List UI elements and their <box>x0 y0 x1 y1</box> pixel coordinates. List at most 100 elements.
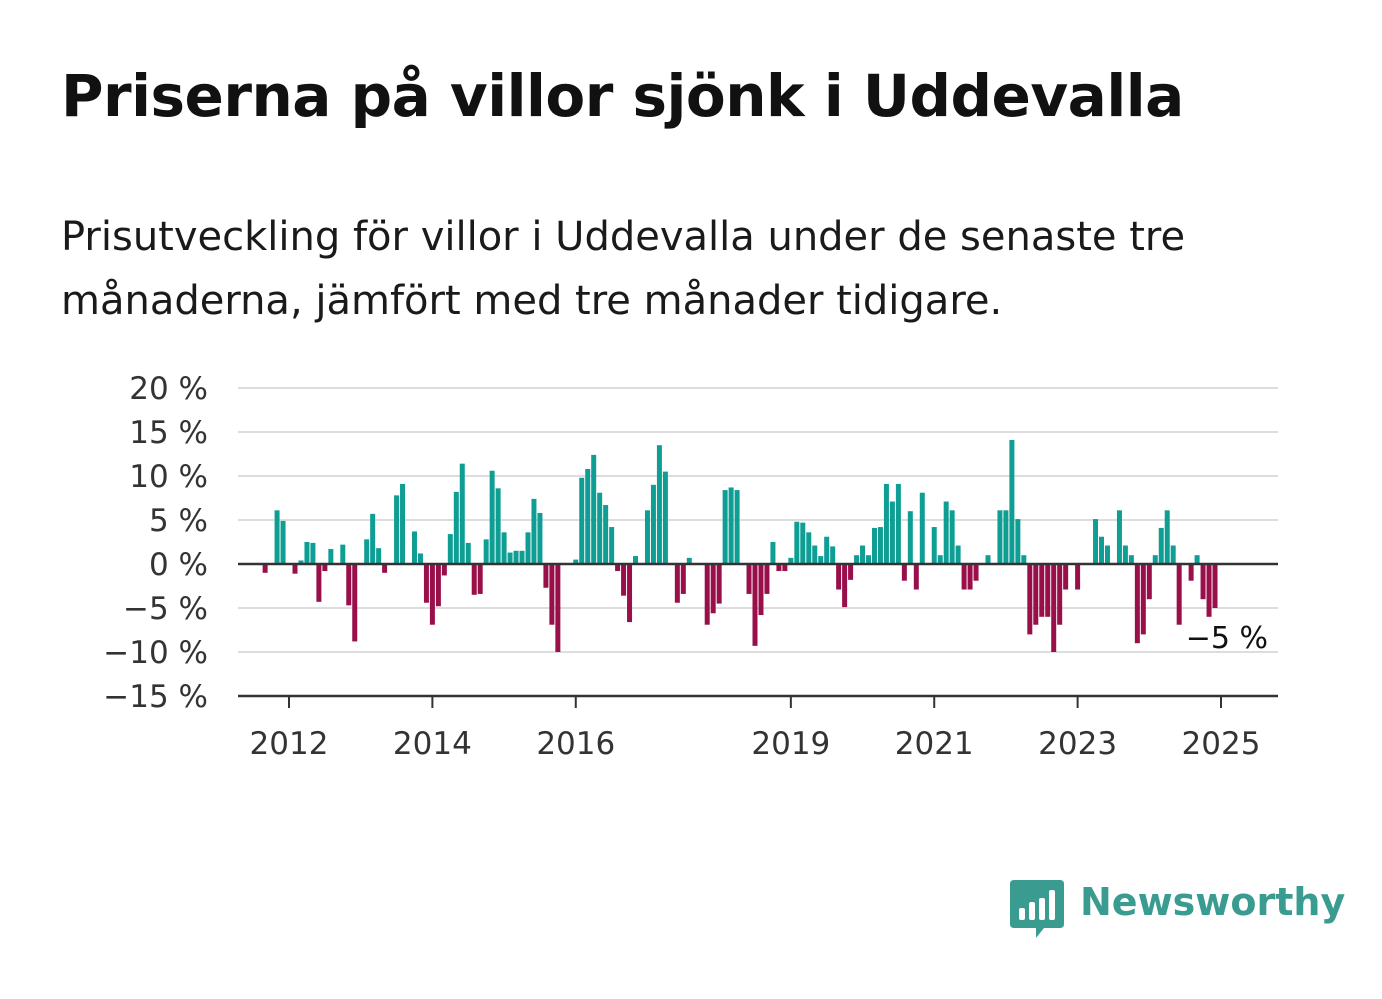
bar <box>788 557 794 564</box>
bar <box>848 564 854 580</box>
bar <box>543 564 549 588</box>
bar <box>298 560 304 564</box>
bar <box>973 564 979 581</box>
bar <box>1134 564 1140 644</box>
bar <box>489 470 495 564</box>
bar <box>633 556 639 564</box>
bar <box>411 531 417 564</box>
bar <box>579 477 585 564</box>
bar <box>1045 564 1051 617</box>
bar <box>1057 564 1063 625</box>
x-axis-tick-labels: 2012 2014 2016 2019 2021 2023 2025 <box>250 696 1261 762</box>
bar <box>346 564 352 606</box>
bar <box>1039 564 1045 617</box>
bar <box>854 555 860 564</box>
bar <box>1009 439 1015 564</box>
gridlines <box>238 387 1278 653</box>
bar <box>453 491 459 564</box>
y-tick-label: 0 % <box>149 547 208 583</box>
bar <box>1176 564 1182 625</box>
bar <box>603 505 609 564</box>
bar <box>1104 545 1110 564</box>
bar <box>274 510 280 564</box>
bar <box>776 564 782 572</box>
bar <box>1194 555 1200 564</box>
bar <box>328 549 334 564</box>
x-tick-label: 2025 <box>1182 726 1261 762</box>
bar <box>722 490 728 564</box>
bar <box>812 545 818 564</box>
x-tick-label: 2021 <box>895 726 974 762</box>
bar <box>597 492 603 564</box>
x-tick-label: 2019 <box>751 726 830 762</box>
bar <box>1170 545 1176 564</box>
bar <box>441 564 447 576</box>
bar <box>1122 545 1128 564</box>
y-tick-label: 20 % <box>129 371 208 407</box>
bar <box>764 564 770 594</box>
bar <box>549 564 555 625</box>
bar <box>310 542 316 564</box>
bar <box>465 542 471 564</box>
bar <box>919 492 925 564</box>
bar <box>262 564 268 573</box>
bar <box>477 564 483 594</box>
last-value-annotation: −5 % <box>1186 621 1268 656</box>
bar <box>1188 564 1194 581</box>
bar <box>364 539 370 564</box>
bar <box>931 527 937 564</box>
bar <box>1063 564 1069 590</box>
bar <box>435 564 441 607</box>
bar <box>949 510 955 564</box>
bar <box>842 564 848 608</box>
bar <box>322 564 328 572</box>
y-tick-label: 10 % <box>129 459 208 495</box>
bar <box>656 445 662 564</box>
bar <box>585 468 591 564</box>
bar <box>860 545 866 564</box>
bar <box>806 532 812 564</box>
bar <box>901 564 907 581</box>
bar <box>1015 519 1021 564</box>
bar <box>1200 564 1206 600</box>
brand-logo: Newsworthy <box>1010 878 1345 942</box>
bar <box>800 522 806 564</box>
bar <box>621 564 627 596</box>
bar <box>883 483 889 564</box>
bar <box>650 484 656 564</box>
bar <box>304 542 310 564</box>
bar-chart: −15 %−10 %−5 %0 %5 %10 %15 %20 % 2012 201… <box>103 371 1278 762</box>
bar <box>376 548 382 564</box>
bar <box>615 564 621 572</box>
bar <box>370 513 376 564</box>
axes <box>238 562 1278 698</box>
bar <box>1033 564 1039 625</box>
bar <box>1140 564 1146 635</box>
bars <box>262 439 1218 652</box>
bar <box>394 495 400 564</box>
bar <box>680 564 686 594</box>
bar <box>746 564 752 594</box>
x-tick-label: 2014 <box>393 726 472 762</box>
bar <box>483 539 489 564</box>
bar <box>704 564 710 625</box>
bar <box>1146 564 1152 600</box>
bar <box>591 454 597 564</box>
bar <box>519 550 525 564</box>
bar <box>292 564 298 574</box>
bar <box>340 544 346 564</box>
chart-subtitle: Prisutveckling för villor i Uddevalla un… <box>61 214 1186 324</box>
bar <box>871 527 877 564</box>
bar <box>1021 555 1027 564</box>
bar <box>495 488 501 564</box>
bar <box>770 542 776 564</box>
bar <box>794 521 800 564</box>
bar <box>525 532 531 564</box>
bar <box>686 557 692 564</box>
bar <box>836 564 842 590</box>
bar <box>447 534 453 564</box>
bar <box>961 564 967 590</box>
y-tick-label: 5 % <box>149 503 208 539</box>
bar <box>573 559 579 564</box>
y-tick-label: −10 % <box>103 635 208 671</box>
